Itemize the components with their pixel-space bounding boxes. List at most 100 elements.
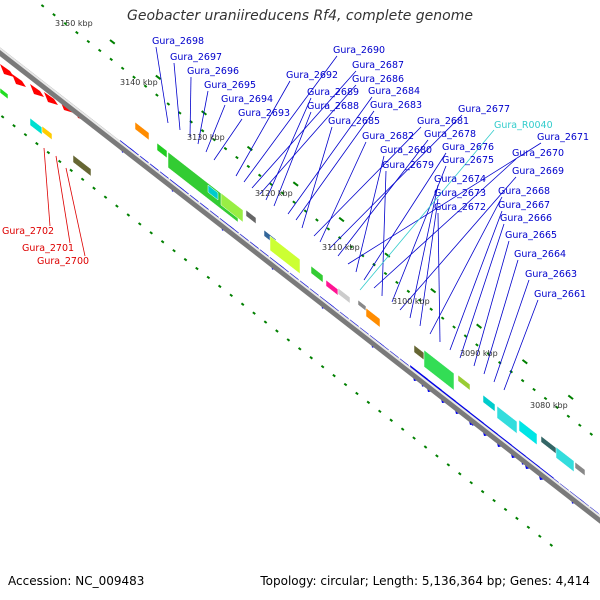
tick-mark	[172, 248, 176, 253]
cog-box	[220, 192, 244, 223]
leader-line	[287, 96, 373, 215]
genome-summary-text: Topology: circular; Length: 5,136,364 bp…	[260, 574, 590, 588]
tick-mark	[349, 245, 354, 249]
tick-mark	[235, 155, 239, 160]
cog-box	[482, 394, 496, 413]
gene-label: Gura_2675	[442, 155, 494, 166]
cog-box	[310, 265, 324, 284]
tick-mark	[338, 216, 345, 223]
tick-mark	[257, 173, 262, 178]
tick-mark	[229, 293, 233, 298]
leader-line	[319, 141, 367, 243]
tick-mark	[395, 280, 399, 285]
leader-line	[235, 80, 291, 177]
tick-mark	[417, 298, 422, 303]
leader-line	[459, 223, 505, 359]
cog-box	[0, 87, 9, 100]
cog-box	[357, 299, 367, 312]
map-title: Geobacter uraniireducens Rf4, complete g…	[127, 8, 473, 24]
leader-line	[189, 76, 192, 138]
leader-line	[265, 97, 312, 201]
leader-line	[503, 299, 539, 391]
tick-mark	[315, 218, 319, 222]
tick-mark	[515, 516, 519, 521]
gene-label: Gura_2688	[307, 101, 359, 112]
tick-mark	[63, 21, 68, 26]
tick-mark	[40, 4, 45, 8]
tick-mark	[86, 39, 91, 44]
leader-line	[473, 240, 510, 367]
leader-line	[363, 152, 447, 281]
tick-mark	[377, 409, 382, 414]
gene-label: Gura_2664	[514, 249, 566, 260]
tick-mark	[35, 141, 39, 146]
gene-label-red: Gura_2702	[2, 226, 54, 237]
tick-mark	[132, 75, 136, 79]
tick-mark	[463, 334, 468, 338]
tick-mark	[537, 534, 542, 538]
leader-line	[243, 55, 338, 183]
tick-mark	[109, 57, 113, 62]
tick-mark	[400, 427, 405, 431]
tick-mark	[137, 222, 142, 226]
tick-mark	[326, 227, 331, 231]
tick-mark	[430, 288, 437, 294]
tick-mark	[195, 266, 199, 271]
leader-line	[399, 176, 517, 311]
tick-mark	[286, 338, 291, 342]
scale-label: 3080 kbp	[530, 401, 568, 410]
tick-mark	[446, 463, 451, 467]
tick-mark	[57, 159, 62, 164]
leader-line	[55, 155, 71, 244]
gene-label: Gura_2680	[380, 145, 432, 156]
cog-box	[41, 125, 53, 141]
tick-mark	[69, 168, 73, 173]
cog-box	[269, 235, 301, 275]
tick-mark	[543, 396, 548, 401]
gene-label: Gura_2694	[221, 94, 273, 105]
gene-label: Gura_2671	[537, 132, 589, 143]
leader-line	[65, 167, 86, 257]
gene-label: Gura_2698	[152, 36, 204, 47]
leader-line	[355, 155, 385, 273]
tick-mark	[457, 472, 462, 476]
tick-mark	[92, 186, 96, 190]
gene-label: Gura_2687	[352, 60, 404, 71]
scale-label: 3130 kbp	[187, 133, 225, 142]
genome-backbone	[0, 47, 600, 524]
gene-label: Gura_2689	[307, 87, 359, 98]
tick-mark	[160, 240, 165, 244]
tick-mark	[577, 423, 582, 427]
tick-mark	[292, 181, 299, 187]
tick-mark	[120, 66, 125, 71]
tick-mark	[23, 132, 28, 137]
cog-box	[29, 117, 43, 136]
tick-mark	[103, 195, 108, 199]
accession-text: Accession: NC_009483	[8, 574, 145, 588]
tick-mark	[567, 394, 574, 400]
tick-mark	[177, 111, 182, 115]
tick-mark	[46, 150, 51, 155]
gene-label: Gura_2679	[382, 160, 434, 171]
gene-label: Gura_2682	[362, 131, 414, 142]
cog-box	[134, 121, 150, 141]
tick-mark	[309, 356, 314, 360]
cog-box	[156, 142, 168, 159]
tick-mark	[269, 182, 273, 187]
leader-line	[429, 196, 503, 335]
leader-line	[381, 170, 387, 297]
cog-box	[337, 287, 351, 304]
leader-line	[295, 110, 375, 221]
gene-label: Gura_2690	[333, 45, 385, 56]
tick-mark	[263, 320, 268, 324]
gene-label: Gura_2681	[417, 116, 469, 127]
gene-arrow	[0, 64, 14, 77]
tick-mark	[532, 387, 536, 392]
tick-mark	[0, 115, 5, 119]
gene-label: Gura_2677	[458, 104, 510, 115]
cog-box	[574, 461, 586, 477]
gene-labels: Gura_2698 Gura_2697 Gura_2696 Gura_2695 Gura…	[2, 36, 589, 300]
leader-line	[205, 104, 226, 153]
tick-mark	[406, 289, 411, 294]
